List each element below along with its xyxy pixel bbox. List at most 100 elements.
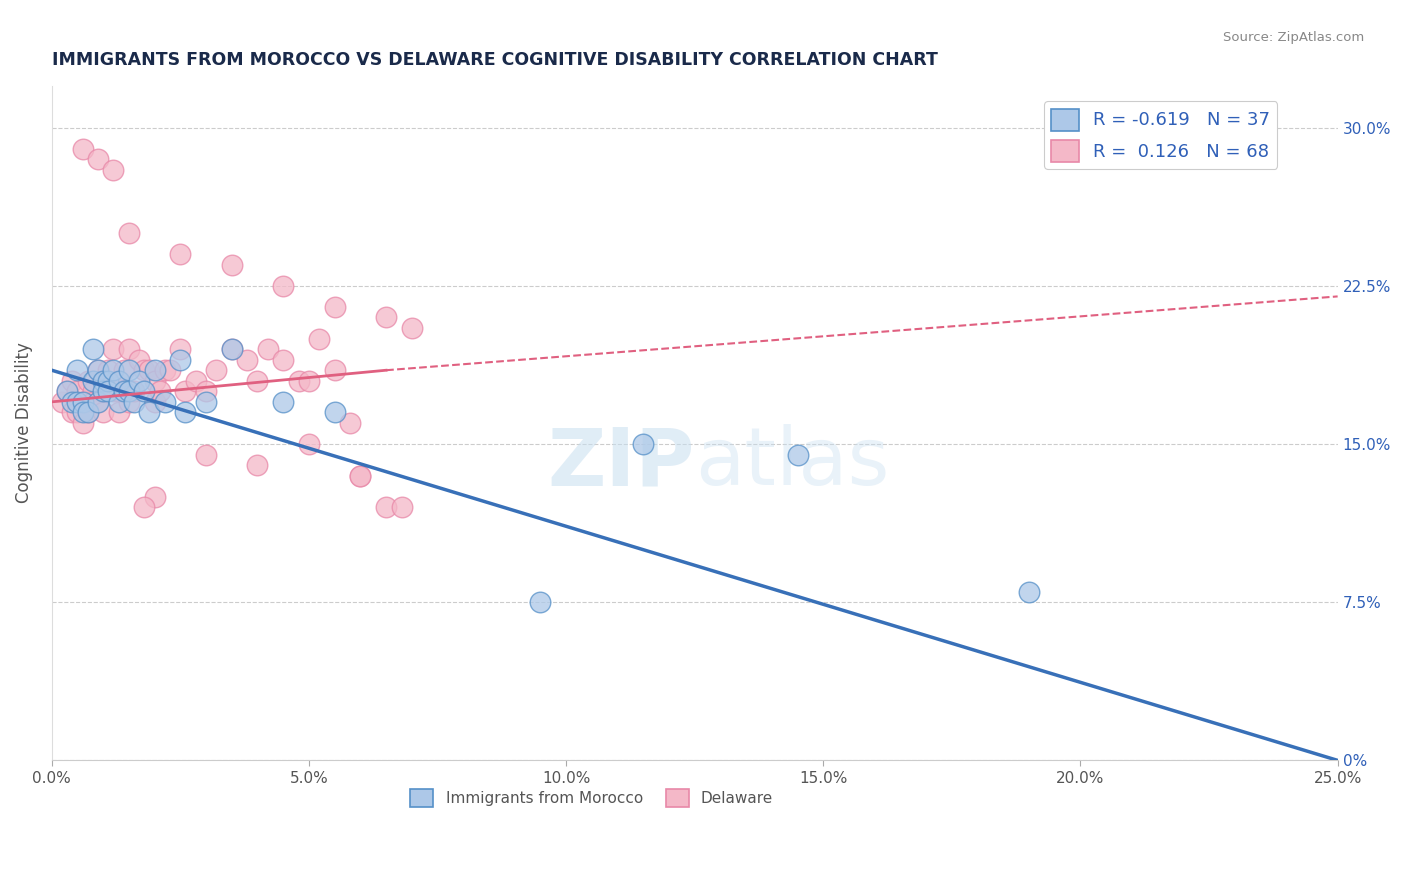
Point <box>72 405 94 419</box>
Point <box>122 384 145 399</box>
Point <box>91 384 114 399</box>
Point <box>375 500 398 515</box>
Point <box>134 384 156 399</box>
Point <box>103 342 125 356</box>
Point <box>633 437 655 451</box>
Point <box>138 363 160 377</box>
Point <box>221 258 243 272</box>
Point <box>149 384 172 399</box>
Point <box>87 363 110 377</box>
Point <box>76 405 98 419</box>
Point <box>107 384 129 399</box>
Point <box>87 363 110 377</box>
Point <box>349 468 371 483</box>
Point <box>97 374 120 388</box>
Point <box>205 363 228 377</box>
Point <box>287 374 309 388</box>
Point <box>153 395 176 409</box>
Point <box>195 448 218 462</box>
Point <box>323 300 346 314</box>
Point <box>221 342 243 356</box>
Point <box>134 500 156 515</box>
Point <box>87 395 110 409</box>
Text: Source: ZipAtlas.com: Source: ZipAtlas.com <box>1223 31 1364 45</box>
Point <box>246 374 269 388</box>
Point <box>169 352 191 367</box>
Point <box>91 384 114 399</box>
Point <box>169 247 191 261</box>
Point <box>246 458 269 472</box>
Point <box>72 416 94 430</box>
Point <box>128 352 150 367</box>
Point <box>271 352 294 367</box>
Point <box>72 142 94 156</box>
Point <box>91 374 114 388</box>
Point <box>112 363 135 377</box>
Point <box>174 384 197 399</box>
Point <box>271 395 294 409</box>
Legend: Immigrants from Morocco, Delaware: Immigrants from Morocco, Delaware <box>405 782 779 814</box>
Point <box>60 395 83 409</box>
Point <box>103 363 125 377</box>
Point <box>66 384 89 399</box>
Point <box>143 363 166 377</box>
Point <box>107 405 129 419</box>
Point <box>76 374 98 388</box>
Point <box>153 363 176 377</box>
Point <box>97 363 120 377</box>
Point <box>323 405 346 419</box>
Point <box>529 595 551 609</box>
Point <box>56 384 79 399</box>
Point <box>195 384 218 399</box>
Point <box>107 395 129 409</box>
Point <box>271 278 294 293</box>
Point <box>339 416 361 430</box>
Point <box>375 310 398 325</box>
Point <box>66 395 89 409</box>
Point <box>66 363 89 377</box>
Point <box>298 437 321 451</box>
Point <box>298 374 321 388</box>
Point <box>103 384 125 399</box>
Point <box>1018 584 1040 599</box>
Point <box>184 374 207 388</box>
Point <box>103 162 125 177</box>
Point <box>143 395 166 409</box>
Point <box>66 405 89 419</box>
Point <box>56 384 79 399</box>
Point <box>323 363 346 377</box>
Text: atlas: atlas <box>695 425 889 502</box>
Point <box>82 374 104 388</box>
Point <box>138 405 160 419</box>
Point <box>118 384 141 399</box>
Point <box>82 342 104 356</box>
Text: ZIP: ZIP <box>547 425 695 502</box>
Point <box>195 395 218 409</box>
Point <box>118 226 141 240</box>
Y-axis label: Cognitive Disability: Cognitive Disability <box>15 343 32 503</box>
Point <box>91 374 114 388</box>
Point <box>118 363 141 377</box>
Point <box>159 363 181 377</box>
Point <box>143 374 166 388</box>
Point <box>401 321 423 335</box>
Point <box>308 332 330 346</box>
Point <box>87 153 110 167</box>
Point <box>143 490 166 504</box>
Point <box>118 395 141 409</box>
Point <box>391 500 413 515</box>
Point <box>82 395 104 409</box>
Point <box>72 395 94 409</box>
Point <box>221 342 243 356</box>
Point <box>118 342 141 356</box>
Point <box>60 405 83 419</box>
Point <box>174 405 197 419</box>
Point <box>76 405 98 419</box>
Point <box>87 395 110 409</box>
Point <box>349 468 371 483</box>
Point <box>134 363 156 377</box>
Text: IMMIGRANTS FROM MOROCCO VS DELAWARE COGNITIVE DISABILITY CORRELATION CHART: IMMIGRANTS FROM MOROCCO VS DELAWARE COGN… <box>52 51 938 69</box>
Point <box>60 374 83 388</box>
Point <box>97 384 120 399</box>
Point <box>107 374 129 388</box>
